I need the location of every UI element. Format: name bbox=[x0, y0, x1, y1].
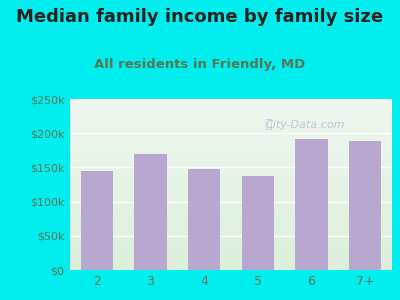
Text: All residents in Friendly, MD: All residents in Friendly, MD bbox=[94, 58, 306, 71]
Text: City-Data.com: City-Data.com bbox=[265, 120, 345, 130]
Bar bbox=[188, 169, 220, 270]
Bar bbox=[295, 139, 328, 270]
Bar bbox=[349, 141, 381, 270]
Text: Median family income by family size: Median family income by family size bbox=[16, 8, 384, 26]
Bar bbox=[242, 176, 274, 270]
Text: ⓘ: ⓘ bbox=[264, 118, 272, 131]
Bar bbox=[81, 171, 113, 270]
Bar bbox=[134, 154, 166, 270]
